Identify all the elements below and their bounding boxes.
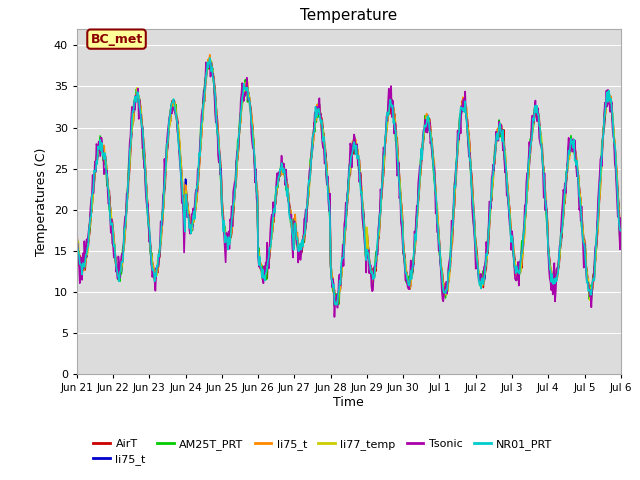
Title: Temperature: Temperature <box>300 9 397 24</box>
Legend: AirT, li75_t, AM25T_PRT, li75_t, li77_temp, Tsonic, NR01_PRT: AirT, li75_t, AM25T_PRT, li75_t, li77_te… <box>93 439 552 465</box>
Text: BC_met: BC_met <box>90 33 143 46</box>
Y-axis label: Temperatures (C): Temperatures (C) <box>35 147 48 256</box>
X-axis label: Time: Time <box>333 396 364 409</box>
